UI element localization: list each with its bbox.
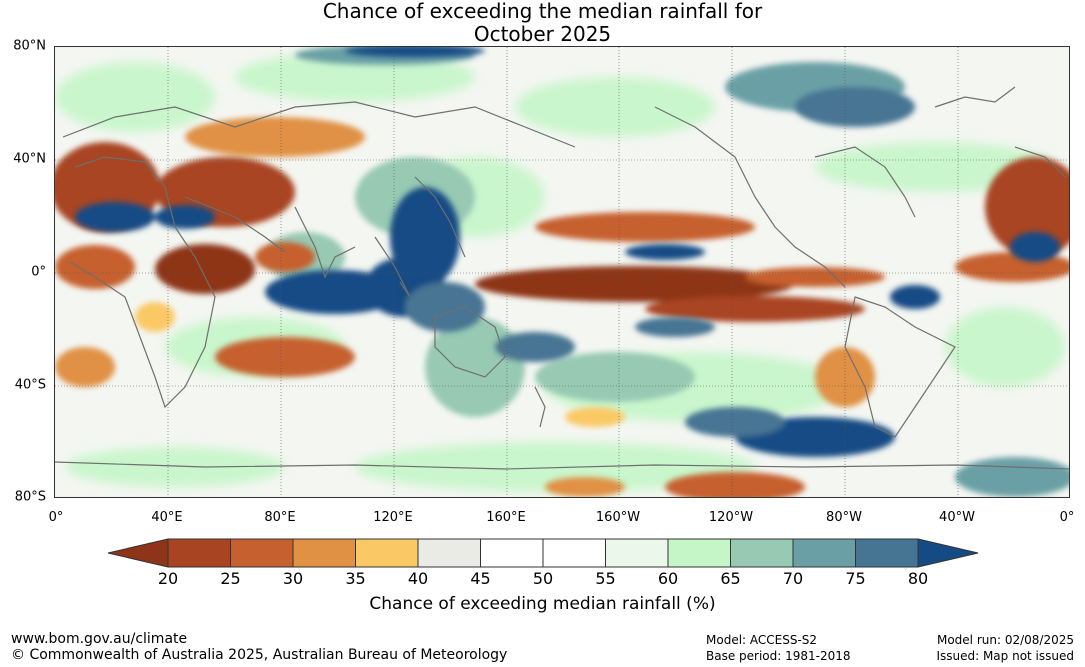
colorbar-below-arrow <box>107 538 169 568</box>
lon-label-120w: 120°W <box>708 510 754 525</box>
colorbar-tick-60: 60 <box>657 569 679 588</box>
colorbar-box-6 <box>542 538 606 568</box>
lon-label-40w: 40°W <box>939 510 975 525</box>
lat-label-equator: 0° <box>31 264 46 280</box>
map-title: Chance of exceeding the median rainfall … <box>0 0 1085 46</box>
graticule <box>55 47 1069 497</box>
lat-label-40n: 40°N <box>13 151 46 167</box>
footer-base-period: Base period: 1981-2018 <box>706 649 851 663</box>
colorbar-title: Chance of exceeding median rainfall (%) <box>369 594 716 614</box>
colorbar-box-8 <box>667 538 731 568</box>
colorbar-above-arrow <box>917 538 979 568</box>
colorbar-tick-65: 65 <box>720 569 741 588</box>
colorbar-tick-50: 50 <box>532 569 554 588</box>
colorbar-tick-40: 40 <box>407 569 429 588</box>
footer-website: www.bom.gov.au/climate <box>11 631 188 647</box>
lon-label-40e: 40°E <box>151 510 183 525</box>
map-title-line-2: October 2025 <box>473 22 612 46</box>
colorbar-tick-30: 30 <box>282 569 304 588</box>
lon-label-160w: 160°W <box>595 510 641 525</box>
colorbar-box-10 <box>792 538 856 568</box>
footer-model-run: Model run: 02/08/2025 <box>936 633 1074 647</box>
colorbar-box-2 <box>292 538 356 568</box>
footer-copyright: © Commonwealth of Australia 2025, Austra… <box>11 647 508 663</box>
lat-label-80s: 80°S <box>14 489 46 505</box>
colorbar-box-1 <box>230 538 294 568</box>
lon-label-80w: 80°W <box>826 510 862 525</box>
colorbar <box>107 538 979 568</box>
colorbar-box-11 <box>855 538 919 568</box>
lon-label-0-left: 0° <box>48 510 64 525</box>
colorbar-tick-75: 75 <box>845 569 866 588</box>
colorbar-box-7 <box>605 538 669 568</box>
lon-label-160e: 160°E <box>486 510 526 525</box>
map-canvas <box>55 47 1069 497</box>
colorbar-box-4 <box>417 538 481 568</box>
coastlines <box>55 86 1069 470</box>
lat-label-40s: 40°S <box>14 377 46 393</box>
colorbar-box-0 <box>167 538 231 568</box>
dry-tendency <box>55 117 1069 497</box>
colorbar-tick-70: 70 <box>782 569 804 588</box>
lat-label-80n: 80°N <box>13 38 46 54</box>
lon-label-120e: 120°E <box>373 510 413 525</box>
colorbar-box-3 <box>355 538 419 568</box>
footer-issued: Issued: Map not issued <box>936 649 1074 663</box>
colorbar-tick-55: 55 <box>595 569 616 588</box>
rainfall-probability-map <box>54 46 1070 498</box>
colorbar-tick-20: 20 <box>157 569 179 588</box>
map-title-line-1: Chance of exceeding the median rainfall … <box>322 0 763 23</box>
colorbar-tick-35: 35 <box>345 569 366 588</box>
colorbar-box-5 <box>480 538 544 568</box>
colorbar-box-9 <box>730 538 794 568</box>
colorbar-tick-25: 25 <box>220 569 241 588</box>
lon-label-80e: 80°E <box>264 510 296 525</box>
lon-label-0-right: 0° <box>1059 510 1075 525</box>
colorbar-tick-45: 45 <box>470 569 491 588</box>
colorbar-tick-80: 80 <box>907 569 929 588</box>
footer-model: Model: ACCESS-S2 <box>706 633 818 647</box>
